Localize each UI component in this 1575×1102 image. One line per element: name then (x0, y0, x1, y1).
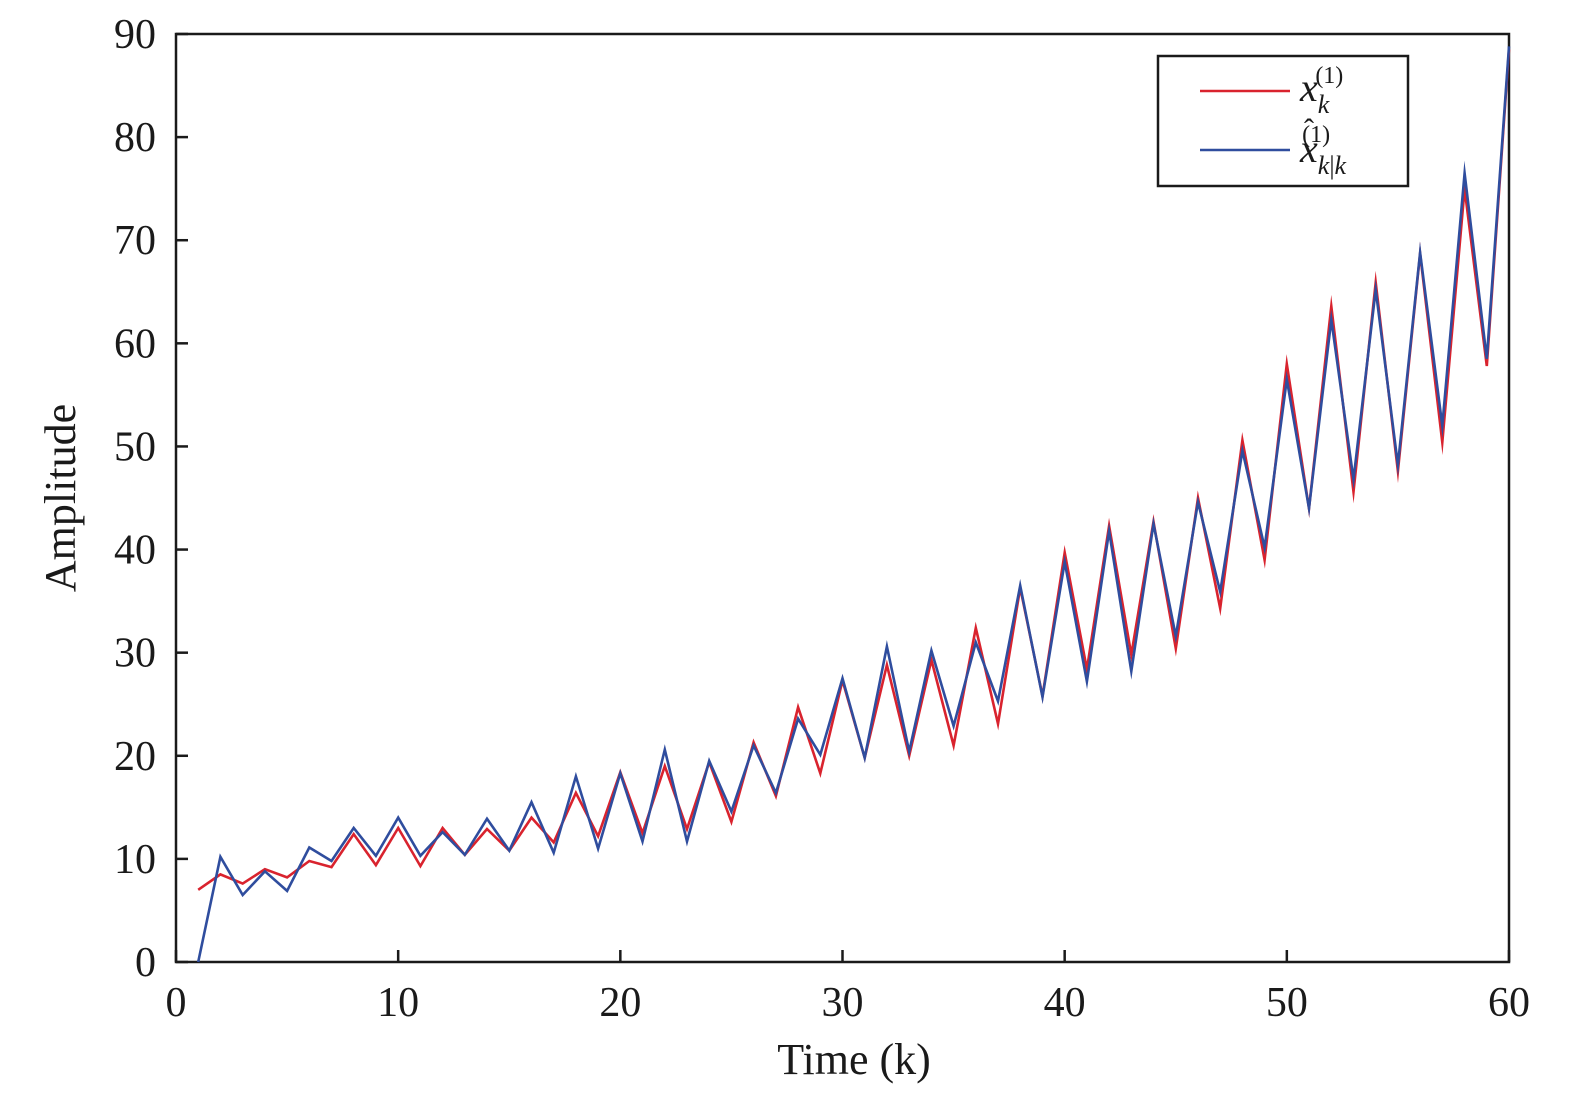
y-tick-label: 10 (114, 837, 156, 883)
series-layer (196, 46, 1511, 963)
x-tick-label: 40 (1044, 980, 1086, 1026)
x-tick-label: 10 (377, 980, 419, 1026)
x-axis-label: Time (k) (777, 1035, 931, 1084)
y-tick-label: 0 (135, 940, 156, 986)
y-axis-label: Amplitude (36, 404, 85, 592)
x-tick-label: 0 (166, 980, 187, 1026)
y-tick-label: 20 (114, 734, 156, 780)
y-tick-label: 60 (114, 321, 156, 367)
y-tick-label: 70 (114, 218, 156, 264)
x-tick-label: 30 (822, 980, 864, 1026)
y-tick-label: 30 (114, 631, 156, 677)
x-tick-label: 20 (599, 980, 641, 1026)
x-tick-label: 50 (1266, 980, 1308, 1026)
legend-hat-accent: ˆ (1304, 113, 1314, 146)
series-line-x-hat (196, 46, 1511, 963)
axis-ticks: 0 10 20 30 40 50 60 0 10 20 30 40 50 60 70 80 90 (114, 12, 1530, 1026)
y-tick-label: 80 (114, 115, 156, 161)
x-tick-label: 60 (1488, 980, 1530, 1026)
legend-entry-x-hat: xk|k(1) (1299, 122, 1347, 180)
plot-area (174, 32, 1511, 964)
y-tick-label: 40 (114, 528, 156, 574)
legend-entry-x: xk(1) (1299, 63, 1343, 119)
y-tick-label: 50 (114, 424, 156, 470)
legend: xk(1) xk|k(1) ˆ (1156, 54, 1410, 188)
y-tick-label: 90 (114, 12, 156, 58)
legend-box (1156, 54, 1410, 188)
